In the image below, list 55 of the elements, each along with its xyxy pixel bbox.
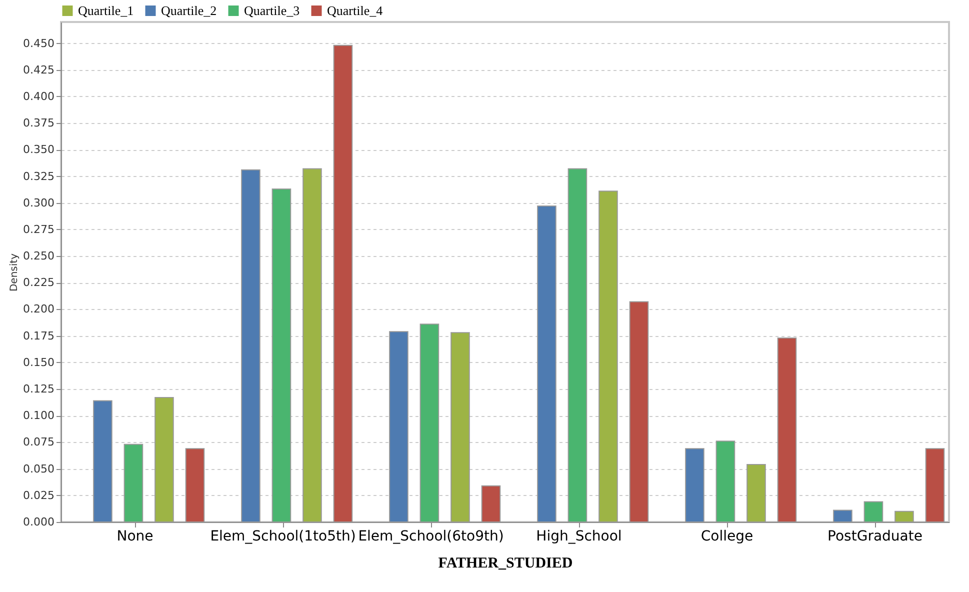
y-tick-label: 0.075 (23, 436, 54, 449)
bar (302, 168, 322, 522)
bar (124, 444, 144, 522)
bar (241, 169, 260, 522)
x-tick-label: College (700, 528, 754, 544)
y-tick-label: 0.350 (23, 143, 54, 156)
y-tick-label: 0.025 (23, 488, 54, 502)
x-axis-title: FATHER_STUDIED (438, 556, 573, 572)
y-tick-label: 0.425 (23, 63, 54, 76)
y-tick-label: 0.450 (23, 36, 54, 50)
bar (598, 190, 618, 522)
y-tick-label: 0.100 (23, 409, 54, 422)
bar (746, 464, 766, 522)
legend-label: Quartile_2 (161, 2, 217, 18)
x-tick-label: Elem_School(1to5th) (210, 528, 356, 544)
bar (864, 501, 884, 522)
y-tick-label: 0.150 (23, 356, 54, 369)
y-tick-label: 0.250 (23, 250, 54, 263)
y-tick-label: 0.375 (23, 116, 54, 130)
x-tick-label: Elem_School(6to9th) (358, 528, 504, 544)
y-tick-label: 0.175 (23, 329, 54, 342)
bar (777, 337, 797, 522)
bar (833, 510, 852, 522)
y-tick-label: 0.000 (23, 516, 54, 528)
y-tick-label: 0.275 (23, 222, 54, 236)
y-tick-label: 0.300 (23, 196, 54, 210)
bar (420, 324, 440, 522)
y-axis-title: Density (9, 253, 20, 292)
x-tick-label: PostGraduate (828, 528, 922, 544)
bar (568, 168, 588, 522)
bar (272, 188, 292, 522)
bar (894, 510, 914, 522)
x-tick-label: High_School (536, 528, 622, 544)
bar (389, 331, 408, 522)
bar (716, 440, 736, 522)
bar (925, 448, 945, 522)
bar (333, 44, 353, 522)
bar (154, 397, 174, 522)
y-tick-label: 0.125 (23, 382, 54, 396)
y-tick-label: 0.325 (23, 170, 54, 183)
bar (185, 448, 205, 522)
bar (629, 301, 649, 522)
legend-label: Quartile_4 (327, 2, 384, 18)
bar (537, 206, 556, 522)
y-tick-label: 0.225 (23, 276, 54, 290)
bar (685, 448, 704, 522)
y-tick-label: 0.400 (23, 90, 54, 103)
bar (481, 485, 501, 522)
bar (450, 332, 470, 522)
bar (93, 400, 112, 522)
y-tick-label: 0.200 (23, 302, 54, 316)
legend-label: Quartile_3 (244, 2, 300, 18)
x-tick-label: None (116, 528, 154, 544)
y-tick-label: 0.050 (23, 462, 54, 476)
legend-label: Quartile_1 (78, 2, 134, 18)
